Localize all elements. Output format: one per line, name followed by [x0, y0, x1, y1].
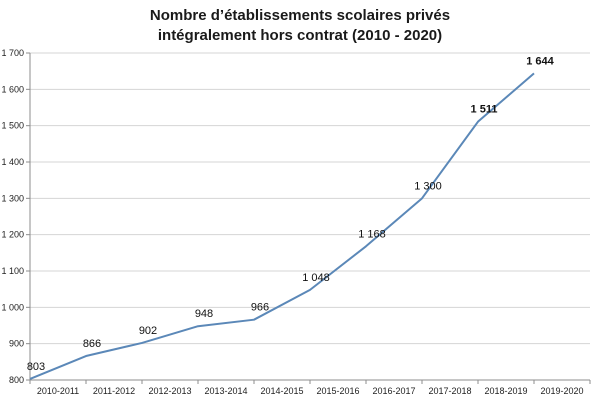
data-label: 902 [139, 325, 157, 337]
y-tick-label: 1 500 [1, 121, 24, 131]
y-tick-label: 1 200 [1, 230, 24, 240]
data-label: 1 300 [414, 180, 442, 192]
data-label: 1 048 [302, 272, 330, 284]
x-tick-label: 2018-2019 [484, 386, 527, 396]
x-tick-label: 2011-2012 [93, 386, 135, 396]
data-label: 966 [251, 302, 269, 314]
x-tick-label: 2019-2020 [540, 386, 583, 396]
chart-title-line-2: intégralement hors contrat (2010 - 2020) [157, 27, 443, 44]
x-tick-labels: 2010-2011 2011-2012 2012-2013 2013-2014 2014… [37, 386, 584, 396]
x-tick-label: 2013-2014 [204, 386, 247, 396]
y-tick-label: 1 000 [1, 302, 24, 312]
y-tick-label: 1 100 [1, 266, 24, 276]
data-label: 1 644 [526, 55, 554, 67]
y-tick-label: 1 700 [1, 48, 24, 58]
data-label: 803 [27, 361, 45, 373]
gridlines [30, 52, 590, 345]
x-tick-label: 2015-2016 [316, 386, 359, 396]
data-label: 1 168 [358, 228, 386, 240]
data-labels: 803 866 902 948 966 1 048 1 168 1 300 1 511 1 644 [27, 55, 555, 373]
chart-title: Nombre d’établissements scolaires privés… [0, 6, 600, 46]
x-tick-label: 2014-2015 [260, 386, 303, 396]
x-tick-label: 2017-2018 [428, 386, 471, 396]
y-tick-label: 900 [9, 339, 24, 349]
x-tick-label: 2016-2017 [372, 386, 415, 396]
data-label: 1 511 [471, 104, 498, 116]
series-line [29, 72, 535, 380]
x-tick-label: 2010-2011 [37, 386, 79, 396]
chart-title-line-1: Nombre d’établissements scolaires privés [149, 7, 451, 24]
y-tick-label: 1 400 [1, 157, 24, 167]
data-label: 948 [195, 308, 213, 320]
x-tick-label: 2012-2013 [148, 386, 191, 396]
axes [26, 52, 591, 384]
y-tick-label: 1 600 [1, 84, 24, 94]
y-tick-label: 1 300 [1, 193, 24, 203]
data-label: 866 [83, 338, 101, 350]
y-tick-label: 800 [9, 375, 24, 385]
y-tick-labels: 800 900 1 000 1 100 1 200 1 300 1 400 1 500 1 60… [1, 48, 24, 385]
series [29, 72, 535, 380]
